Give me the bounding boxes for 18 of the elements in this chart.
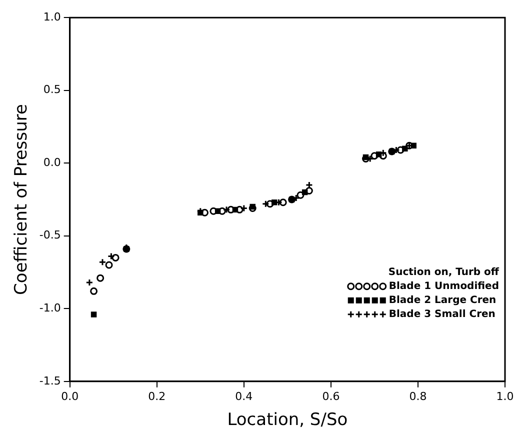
x-tick-label: 0.8 [409, 390, 427, 403]
x-tick-label: 0.2 [148, 390, 166, 403]
x-tick-label: 0.4 [235, 390, 253, 403]
y-tick-label: -0.5 [39, 228, 61, 242]
legend-label: Blade 1 Unmodified [388, 280, 500, 292]
legend-label: Blade 2 Large Cren [388, 294, 496, 306]
y-tick-label: -1.0 [39, 302, 61, 314]
y-tick-label: -1.5 [39, 374, 61, 388]
x-tick-label: 0.0 [61, 390, 79, 403]
x-tick-label: 0.6 [322, 390, 340, 403]
x-axis-title: Location, S/So [227, 410, 348, 430]
y-tick-label: 1.0 [43, 10, 61, 24]
legend-title: Suction on, Turb off [388, 266, 500, 278]
y-tick-label: 0.0 [43, 156, 61, 169]
y-axis-title: Coefficient of Pressure [12, 104, 32, 295]
y-tick-label: 0.5 [43, 83, 61, 96]
legend-label: Blade 3 Small Cren [388, 308, 496, 320]
x-tick-label: 1.0 [496, 390, 514, 403]
